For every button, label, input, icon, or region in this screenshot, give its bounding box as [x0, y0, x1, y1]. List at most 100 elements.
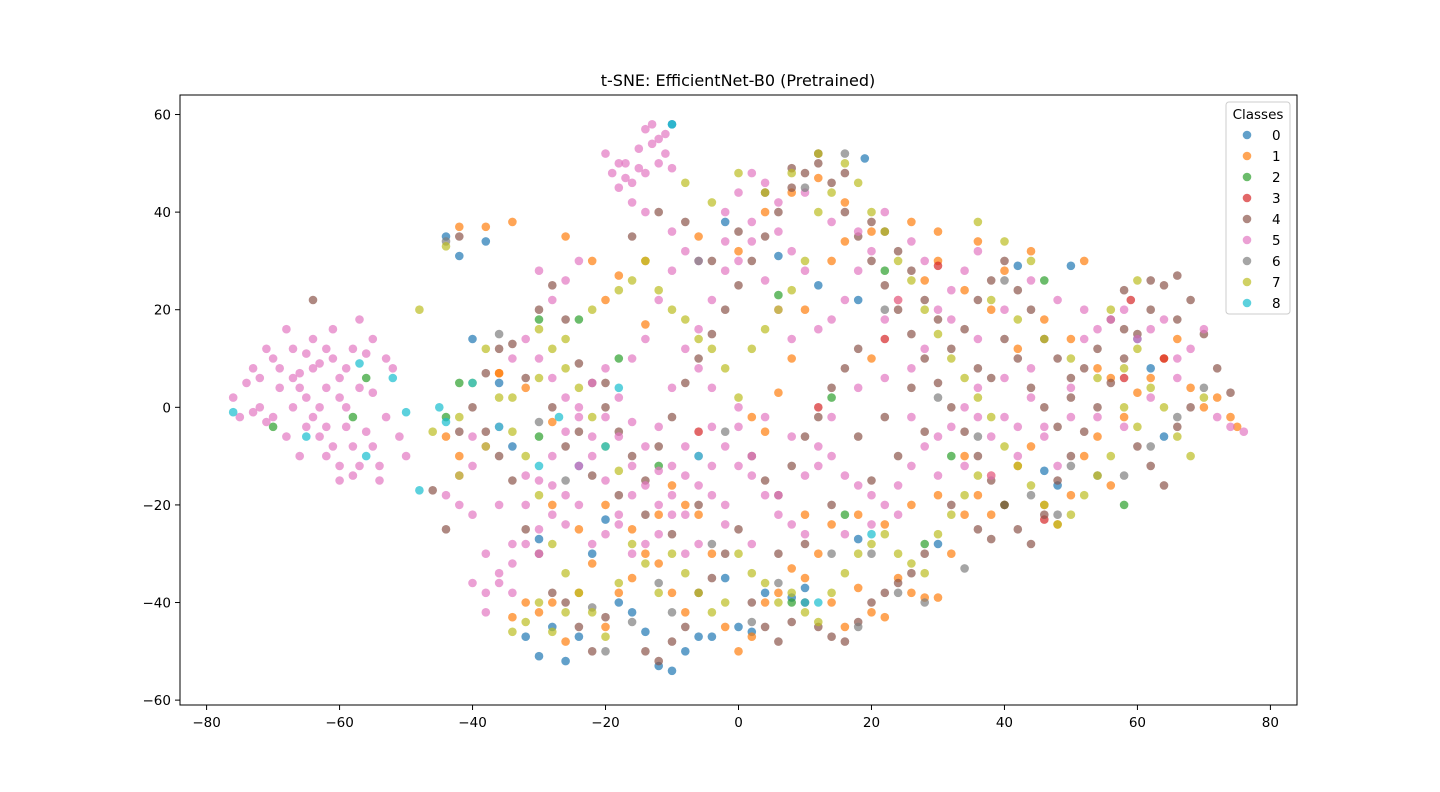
- scatter-point-class-0: [627, 608, 637, 617]
- scatter-point-class-1: [800, 305, 810, 315]
- scatter-point-class-5: [920, 442, 929, 451]
- scatter-point-class-7: [707, 198, 717, 207]
- scatter-point-class-5: [973, 383, 983, 393]
- legend-marker-class-4: [1242, 214, 1252, 224]
- scatter-point-class-1: [1093, 432, 1102, 441]
- scatter-point-class-4: [734, 227, 743, 236]
- scatter-point-class-5: [614, 432, 624, 441]
- scatter-point-class-4: [508, 476, 517, 485]
- x-tick-label: 20: [863, 715, 880, 731]
- scatter-point-class-5: [534, 476, 544, 485]
- scatter-point-class-5: [947, 285, 956, 295]
- scatter-point-class-5: [621, 159, 630, 168]
- scatter-point-class-1: [960, 451, 969, 461]
- scatter-point-class-7: [973, 393, 983, 402]
- scatter-point-class-6: [1173, 412, 1182, 422]
- scatter-point-class-5: [468, 510, 477, 519]
- scatter-point-class-5: [853, 481, 863, 490]
- scatter-point-class-8: [554, 412, 564, 422]
- scatter-point-class-5: [275, 383, 285, 393]
- scatter-point-class-0: [667, 666, 677, 676]
- x-tick-label: 0: [734, 715, 743, 731]
- scatter-point-class-5: [268, 354, 278, 363]
- scatter-point-class-5: [548, 295, 557, 305]
- scatter-point-class-4: [681, 217, 690, 227]
- scatter-point-class-5: [508, 588, 517, 598]
- scatter-point-class-5: [734, 422, 743, 432]
- scatter-point-class-1: [933, 227, 943, 236]
- scatter-point-class-4: [1173, 271, 1182, 280]
- scatter-point-class-5: [627, 354, 637, 363]
- scatter-point-class-1: [614, 271, 624, 280]
- scatter-point-class-3: [880, 334, 890, 344]
- scatter-point-class-1: [667, 588, 677, 598]
- scatter-point-class-4: [814, 412, 823, 422]
- scatter-point-class-5: [348, 344, 358, 354]
- scatter-point-class-4: [1079, 364, 1089, 373]
- x-axis: −80 −60 −40 −20 0 20 40 60 80: [192, 705, 1279, 731]
- scatter-point-class-0: [1040, 466, 1049, 476]
- scatter-point-class-5: [654, 466, 663, 476]
- scatter-point-class-1: [1119, 412, 1129, 422]
- scatter-point-class-5: [574, 500, 584, 510]
- scatter-point-class-1: [1226, 412, 1235, 422]
- scatter-point-class-1: [747, 412, 757, 422]
- scatter-point-class-7: [587, 412, 597, 422]
- scatter-point-class-4: [1173, 422, 1182, 432]
- scatter-point-class-5: [521, 539, 530, 549]
- scatter-point-class-1: [548, 417, 557, 427]
- scatter-point-class-6: [654, 578, 663, 588]
- scatter-point-class-1: [1106, 481, 1116, 490]
- scatter-point-class-7: [1053, 520, 1062, 529]
- scatter-point-class-5: [907, 461, 916, 471]
- scatter-point-class-7: [1013, 461, 1023, 471]
- scatter-point-class-8: [435, 403, 444, 412]
- legend-label-class-0: 0: [1272, 128, 1281, 144]
- scatter-point-class-1: [654, 510, 663, 519]
- scatter-point-class-5: [893, 510, 903, 519]
- scatter-point-class-4: [1093, 344, 1102, 354]
- scatter-point-class-5: [681, 442, 690, 451]
- scatter-point-class-5: [827, 412, 836, 422]
- scatter-point-class-6: [1146, 442, 1155, 451]
- legend-marker-class-3: [1242, 193, 1252, 203]
- scatter-point-class-4: [840, 168, 850, 178]
- scatter-point-class-1: [720, 622, 730, 632]
- scatter-point-class-1: [601, 500, 610, 510]
- scatter-point-class-5: [720, 237, 730, 246]
- scatter-point-class-1: [840, 237, 850, 246]
- scatter-point-class-7: [867, 539, 876, 549]
- scatter-point-class-4: [561, 315, 570, 324]
- scatter-point-class-5: [654, 134, 663, 144]
- scatter-point-class-5: [627, 549, 637, 558]
- scatter-point-class-5: [853, 383, 863, 393]
- scatter-point-class-5: [734, 403, 743, 412]
- scatter-point-class-5: [587, 539, 597, 549]
- scatter-point-class-5: [388, 364, 398, 373]
- scatter-point-class-7: [1040, 334, 1049, 344]
- scatter-point-class-4: [960, 427, 969, 437]
- scatter-point-class-7: [587, 608, 597, 617]
- scatter-point-class-5: [302, 393, 311, 402]
- scatter-point-class-4: [468, 403, 477, 412]
- scatter-point-class-5: [1026, 364, 1036, 373]
- scatter-point-class-4: [840, 207, 850, 217]
- scatter-point-class-5: [494, 578, 504, 588]
- scatter-point-class-5: [747, 539, 757, 549]
- scatter-point-class-7: [681, 178, 690, 188]
- scatter-point-class-5: [947, 315, 956, 324]
- y-tick-label: 20: [154, 303, 171, 319]
- scatter-point-class-5: [587, 432, 597, 441]
- scatter-point-class-1: [827, 256, 836, 266]
- scatter-point-class-1: [508, 217, 517, 227]
- scatter-point-class-4: [1053, 422, 1062, 432]
- scatter-point-class-4: [960, 324, 969, 334]
- scatter-point-class-8: [694, 451, 703, 461]
- scatter-point-class-7: [494, 393, 504, 402]
- scatter-point-class-8: [867, 529, 876, 539]
- scatter-point-class-7: [720, 364, 730, 373]
- scatter-point-class-4: [867, 256, 876, 266]
- scatter-point-class-4: [681, 622, 690, 632]
- scatter-point-class-1: [840, 198, 850, 207]
- scatter-point-class-6: [893, 588, 903, 598]
